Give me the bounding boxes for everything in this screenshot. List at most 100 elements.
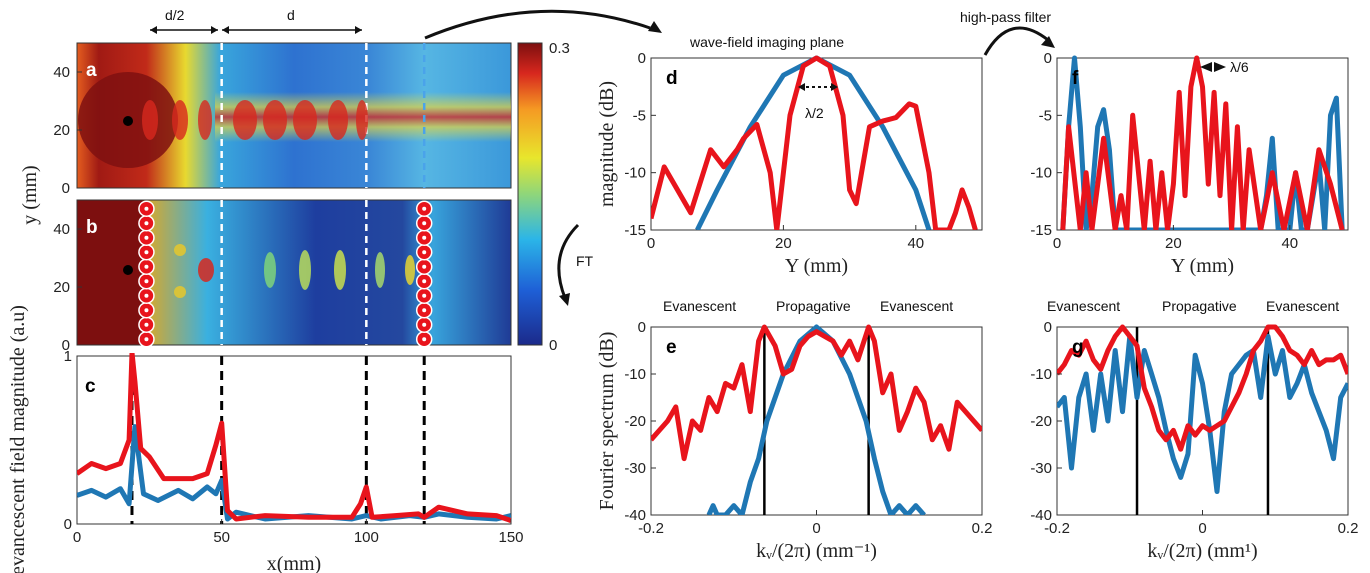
imaging-plane-arrowhead (648, 21, 662, 33)
xtick-label: 100 (354, 529, 379, 546)
series-line-red (77, 353, 511, 523)
ytick-label: 20 (53, 279, 70, 296)
top-annotations: d/2 d wave-field imaging plane high-pass… (150, 7, 1055, 306)
panel-letter-g: g (1072, 337, 1084, 358)
scatterer-center (422, 322, 427, 327)
d-half-arrowheads (150, 26, 218, 34)
field-blob-b (405, 255, 415, 285)
ytick-label: -5 (633, 107, 646, 124)
series-line-red (651, 55, 978, 230)
g-evanescent-left: Evanescent (1047, 298, 1120, 314)
lambda6-arrows (1200, 62, 1226, 72)
d-label: d (287, 7, 295, 23)
panel-letter-d: d (666, 68, 678, 89)
ylabel-b: y (mm) (19, 165, 41, 224)
xlabel-g: kᵥ/(2π) (mm¹) (1147, 540, 1257, 562)
scatterer-center (422, 206, 427, 211)
field-blob-b (299, 250, 311, 290)
panel-letter-c: c (85, 376, 96, 397)
scatterer-center (422, 250, 427, 255)
ytick-label: -30 (624, 460, 646, 477)
ytick-label: -20 (624, 413, 646, 430)
ytick-label: 0 (1044, 319, 1052, 336)
g-evanescent-right: Evanescent (1266, 298, 1339, 314)
field-blob-a (142, 100, 158, 140)
field-blob-b (334, 250, 346, 290)
ytick-label: -40 (624, 507, 646, 524)
panel-e: -0.2 0 0.2 0 -10 -20 -30 -40 kᵥ/(2π) (mm⁻¹) Fouri… (596, 319, 992, 562)
scatterer-center (144, 264, 149, 269)
field-blob-a (293, 100, 317, 140)
lambda2-label: λ/2 (805, 105, 824, 121)
field-blob-a (328, 100, 348, 140)
scatterer-center (144, 250, 149, 255)
ft-arrowhead (559, 293, 570, 306)
ytick-label: 1 (64, 348, 72, 365)
xlabel-f: Y (mm) (1171, 255, 1234, 277)
ytick-label: 0 (64, 516, 72, 533)
e-evanescent-left: Evanescent (663, 298, 736, 314)
field-blob-b (174, 286, 186, 298)
highpass-arrowhead (1041, 36, 1055, 48)
series-line-red (1060, 55, 1345, 230)
xtick-label: 40 (907, 235, 924, 252)
ytick-label: 20 (53, 122, 70, 139)
ytick-label: 0 (62, 337, 70, 354)
xtick-label: 20 (775, 235, 792, 252)
panel-letter-e: e (666, 337, 677, 358)
ytick-label: -40 (1030, 507, 1052, 524)
scatterer-center (422, 235, 427, 240)
ytick-label: 40 (53, 64, 70, 81)
scatterer-center (144, 322, 149, 327)
colorbar-bar (517, 42, 543, 346)
ytick-label: -5 (1039, 107, 1052, 124)
field-blob-a (263, 100, 287, 140)
imaging-plane-arrow (424, 9, 651, 40)
scatterer-center (422, 293, 427, 298)
field-blob-b (174, 244, 186, 256)
e-evanescent-right: Evanescent (880, 298, 953, 314)
imaging-plane-label: wave-field imaging plane (689, 34, 844, 50)
panel-a: a 0 20 40 (53, 42, 512, 197)
scatterer-center (422, 264, 427, 269)
ytick-label: -15 (1030, 222, 1052, 239)
panel-d: 0 20 40 0 -5 -10 -15 Y (mm) magnitude (dB) d (596, 50, 983, 277)
field-blob-b (375, 252, 385, 288)
panel-letter-f: f (1072, 68, 1079, 89)
ytick-label: -10 (1030, 165, 1052, 182)
xtick-label: 20 (1165, 235, 1182, 252)
xtick-label: 40 (1281, 235, 1298, 252)
xlabel-c: x(mm) (267, 553, 321, 573)
field-blob-a (172, 100, 188, 140)
source-dot-a (123, 116, 133, 126)
ytick-label: 0 (62, 180, 70, 197)
ytick-label: 0 (638, 50, 646, 67)
scatterer-center (144, 206, 149, 211)
panel-annotations: λ/2 λ/6 Evanescent Propagative Evanescen… (663, 59, 1339, 314)
field-blob-b (264, 252, 276, 288)
ytick-label: -10 (624, 366, 646, 383)
scatterer-center (144, 221, 149, 226)
panel-letter-b: b (86, 217, 98, 238)
field-blob-a (198, 100, 212, 140)
field-blob-a (356, 100, 368, 140)
xtick-label: -0.2 (1044, 520, 1070, 537)
xtick-label: 0 (812, 520, 820, 537)
plot-area-d (650, 57, 983, 231)
ticks-a: 0 20 40 (53, 64, 82, 197)
lambda6-label: λ/6 (1230, 59, 1249, 75)
xtick-label: 50 (213, 529, 230, 546)
panel-g: -0.2 0 0.2 0 -10 -20 -30 -40 kᵥ/(2π) (mm¹) g (1030, 319, 1358, 562)
series-line-red (1057, 324, 1348, 452)
scatterer-center (422, 337, 427, 342)
scatterer-center (144, 293, 149, 298)
scatterer-center (144, 235, 149, 240)
ytick-label: 40 (53, 221, 70, 238)
e-propagative: Propagative (776, 298, 851, 314)
colorbar-min: 0 (549, 337, 557, 354)
xtick-label: 0.2 (972, 520, 993, 537)
ytick-label: -10 (1030, 366, 1052, 383)
highpass-label: high-pass filter (960, 9, 1051, 25)
